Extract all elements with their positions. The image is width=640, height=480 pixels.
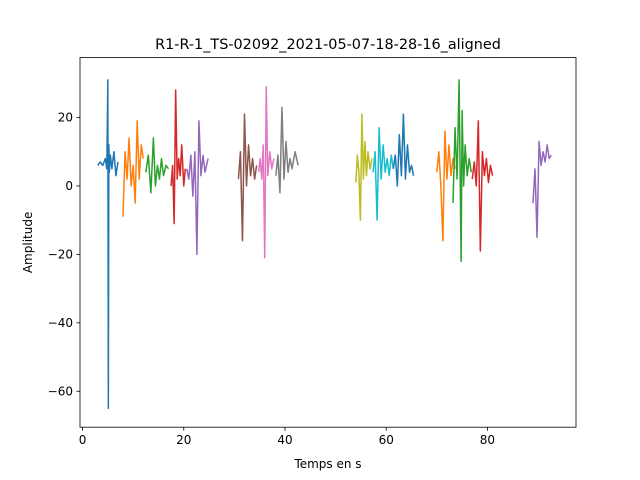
y-tick-label: 20 bbox=[58, 111, 73, 125]
series-layer bbox=[97, 79, 552, 410]
series-line-1 bbox=[97, 79, 119, 410]
x-ticks: 0 20 40 60 80 bbox=[79, 427, 495, 447]
x-tick-label: 80 bbox=[480, 433, 495, 447]
series-line-10 bbox=[372, 127, 395, 221]
series-line-8 bbox=[275, 106, 299, 194]
series-line-3 bbox=[145, 137, 170, 194]
x-axis-label: Temps en s bbox=[293, 457, 361, 471]
y-tick-label: −20 bbox=[48, 248, 73, 262]
series-line-2 bbox=[122, 120, 145, 217]
series-line-15 bbox=[532, 140, 552, 239]
plot-area bbox=[80, 57, 576, 428]
series-line-6 bbox=[237, 113, 258, 242]
series-line-4 bbox=[170, 89, 187, 225]
series-line-12 bbox=[436, 130, 456, 242]
series-line-5 bbox=[186, 120, 209, 256]
y-tick-label: 0 bbox=[65, 179, 73, 193]
plot-frame bbox=[79, 57, 577, 428]
series-line-9 bbox=[355, 113, 373, 221]
x-tick-label: 0 bbox=[79, 433, 87, 447]
y-tick-label: −40 bbox=[48, 316, 73, 330]
y-tick-label: −60 bbox=[48, 384, 73, 398]
series-line-14 bbox=[471, 120, 494, 252]
series-line-7 bbox=[257, 85, 275, 259]
chart-title: R1-R-1_TS-02092_2021-05-07-18-28-16_alig… bbox=[155, 37, 501, 53]
x-tick-label: 60 bbox=[379, 433, 394, 447]
x-tick-label: 20 bbox=[176, 433, 191, 447]
x-tick-label: 40 bbox=[277, 433, 292, 447]
series-line-11 bbox=[392, 113, 415, 187]
y-ticks: −60 −40 −20 0 20 bbox=[48, 111, 80, 398]
series-line-13 bbox=[452, 79, 472, 262]
y-axis-label: Amplitude bbox=[21, 212, 35, 274]
